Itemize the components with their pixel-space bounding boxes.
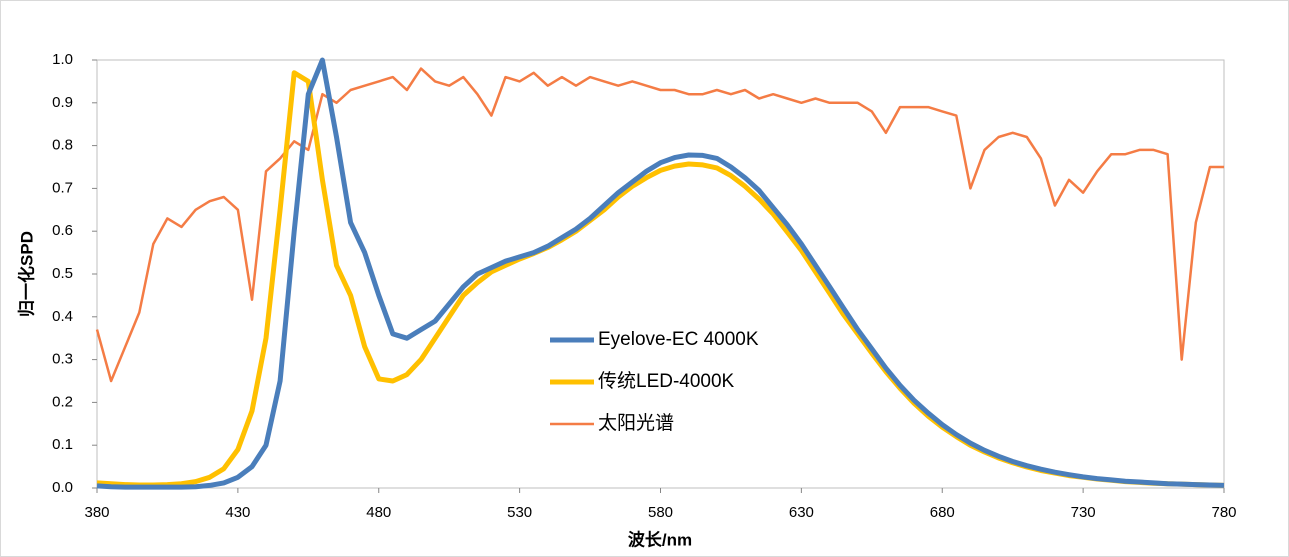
x-tick-label: 730	[1071, 504, 1096, 521]
y-tick-label: 0.5	[52, 265, 73, 282]
legend-text: 传统LED-4000K	[598, 370, 735, 392]
x-tick-label: 530	[507, 504, 532, 521]
y-tick-label: 0.0	[52, 479, 73, 496]
legend-text: 太阳光谱	[598, 412, 674, 434]
y-tick-label: 0.9	[52, 94, 73, 111]
x-axis-title: 波长/nm	[628, 529, 692, 549]
y-tick-label: 0.6	[52, 222, 73, 239]
y-tick-label: 0.1	[52, 436, 73, 453]
y-tick-label: 0.3	[52, 351, 73, 368]
x-tick-label: 680	[930, 504, 955, 521]
y-tick-label: 0.4	[52, 308, 73, 325]
y-axis-title: 归一化SPD	[16, 231, 36, 317]
y-tick-label: 0.8	[52, 137, 73, 154]
legend-text: Eyelove-EC 4000K	[598, 329, 759, 350]
x-tick-label: 580	[648, 504, 673, 521]
x-tick-label: 430	[225, 504, 250, 521]
x-tick-label: 480	[366, 504, 391, 521]
y-tick-label: 1.0	[52, 51, 73, 68]
y-tick-label: 0.7	[52, 179, 73, 196]
x-tick-label: 380	[84, 504, 109, 521]
y-tick-label: 0.2	[52, 393, 73, 410]
x-tick-label: 630	[789, 504, 814, 521]
chart: 波长/nm 归一化SPD 0.0 0.1 0.2 0.3 0.4 0.5 0.6 0.7 0.8…	[0, 0, 1289, 557]
x-tick-label: 780	[1211, 504, 1236, 521]
